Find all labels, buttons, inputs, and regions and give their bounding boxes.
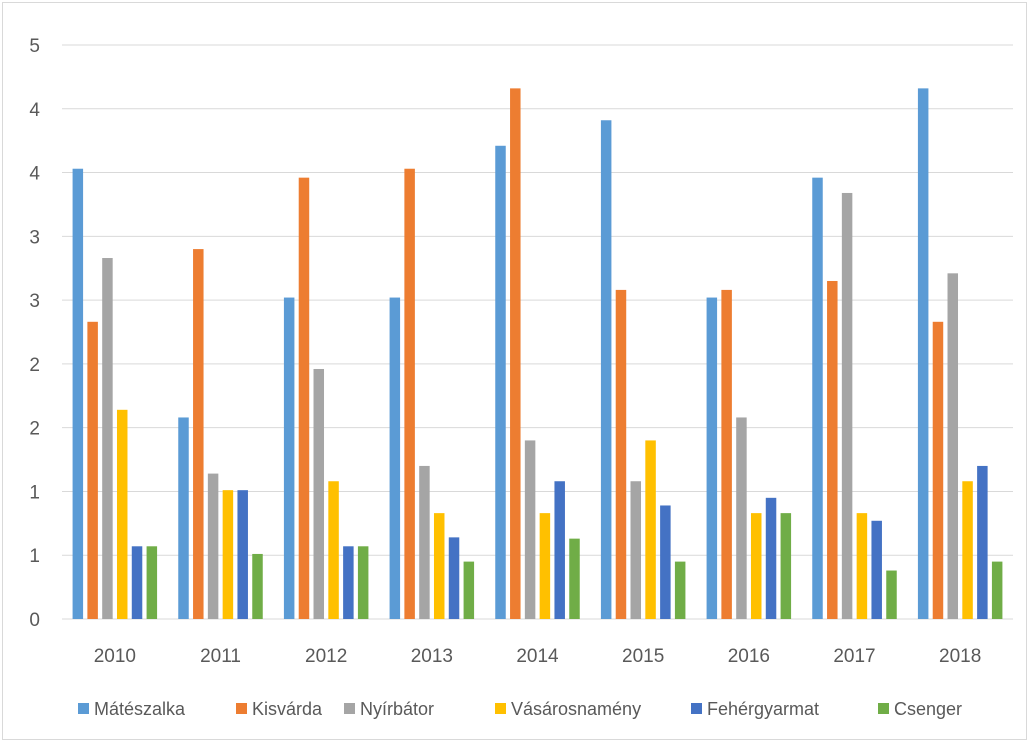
bar <box>645 440 656 619</box>
bar <box>674 561 686 619</box>
y-tick-label: 0 <box>29 610 40 631</box>
legend-swatch <box>691 703 702 714</box>
y-tick-label: 2 <box>29 355 40 376</box>
bar <box>856 513 868 619</box>
bar <box>222 490 234 619</box>
legend-label: Csenger <box>894 699 962 719</box>
x-tick-label: 2011 <box>200 646 241 667</box>
bar <box>841 192 853 619</box>
bar <box>510 88 521 619</box>
legend-label: Kisvárda <box>252 699 323 719</box>
legend-swatch <box>78 703 89 714</box>
bar <box>178 417 189 619</box>
y-tick-label: 3 <box>29 227 40 248</box>
legend-label: Vásárosnamény <box>511 699 641 719</box>
legend-label: Mátészalka <box>94 699 186 719</box>
legend-swatch <box>344 703 355 714</box>
bar <box>343 546 354 619</box>
legend-swatch <box>236 703 247 714</box>
x-tick-label: 2015 <box>622 646 664 667</box>
bar <box>721 289 732 619</box>
x-tick-label: 2016 <box>728 646 770 667</box>
bar <box>554 481 565 619</box>
bar <box>313 368 325 619</box>
bar <box>283 297 295 619</box>
x-tick-label: 2013 <box>411 646 453 667</box>
x-tick-label: 2017 <box>833 646 875 667</box>
bar <box>886 570 897 619</box>
bar <box>569 538 580 619</box>
legend: Mátészalka Kisvárda Nyírbátor Vásárosnamény… <box>78 699 962 719</box>
bar <box>193 249 204 620</box>
bar <box>357 546 369 619</box>
bar <box>524 440 536 619</box>
bar <box>706 297 718 619</box>
bar <box>932 321 944 619</box>
bar <box>237 490 248 619</box>
x-tick-label: 2014 <box>516 646 559 667</box>
bar <box>539 513 551 619</box>
bar <box>962 481 973 619</box>
bar <box>750 513 762 619</box>
bar <box>495 145 506 619</box>
bars <box>72 88 1003 620</box>
bar <box>947 273 959 619</box>
bar <box>116 409 128 619</box>
bar <box>298 177 310 619</box>
bar <box>87 321 98 619</box>
y-tick-label: 4 <box>29 100 40 121</box>
y-axis-ticks: 0 1 1 2 2 3 3 4 4 5 <box>29 36 40 631</box>
y-tick-label: 4 <box>29 164 40 185</box>
bar <box>871 520 882 619</box>
bar <box>615 289 627 619</box>
bar <box>977 465 988 619</box>
bar <box>102 258 113 619</box>
bar <box>433 513 445 619</box>
bar <box>131 546 143 619</box>
bar <box>448 537 460 619</box>
bar <box>827 280 838 619</box>
bar <box>765 497 777 619</box>
legend-label: Fehérgyarmat <box>707 699 819 719</box>
x-tick-label: 2012 <box>305 646 347 667</box>
bar <box>991 561 1003 619</box>
x-tick-label: 2010 <box>94 646 136 667</box>
bar <box>389 297 401 619</box>
bar <box>630 481 642 619</box>
bar <box>146 546 158 619</box>
x-axis-ticks: 2010 2011 2012 2013 2014 2015 2016 2017 2018 <box>94 646 982 667</box>
gridlines <box>62 44 1013 620</box>
bar <box>252 553 263 619</box>
bar <box>72 168 84 619</box>
bar <box>328 481 339 619</box>
legend-swatch <box>878 703 889 714</box>
bar <box>463 561 475 619</box>
legend-swatch <box>495 703 506 714</box>
bar <box>736 417 747 619</box>
y-tick-label: 1 <box>29 482 40 503</box>
bar <box>812 177 823 619</box>
x-tick-label: 2018 <box>939 646 981 667</box>
bar <box>600 120 612 619</box>
legend-label: Nyírbátor <box>360 699 434 719</box>
bar <box>419 465 430 619</box>
y-tick-label: 2 <box>29 419 40 440</box>
bar <box>917 88 929 619</box>
bar <box>207 473 219 619</box>
y-tick-label: 5 <box>29 36 40 57</box>
y-tick-label: 3 <box>29 291 40 312</box>
bar <box>780 513 792 619</box>
y-tick-label: 1 <box>29 546 40 567</box>
bar <box>660 505 671 619</box>
bar <box>404 168 415 619</box>
